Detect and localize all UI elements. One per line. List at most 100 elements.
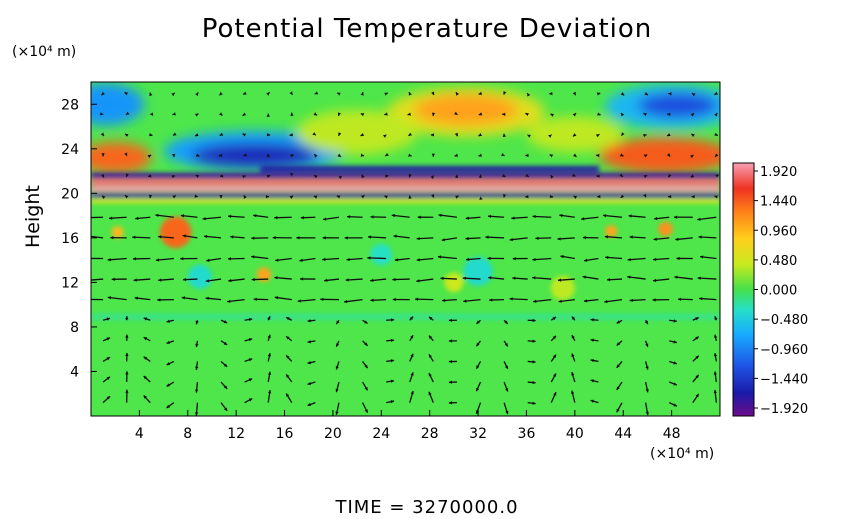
wind-vector-head bbox=[347, 215, 351, 219]
wind-vector-head bbox=[384, 195, 388, 199]
y-unit-label: (×10⁴ m) bbox=[12, 44, 77, 60]
wind-vector-head bbox=[410, 353, 414, 358]
colorbar-tick-label: 1.920 bbox=[760, 165, 797, 180]
wind-vector-head bbox=[202, 217, 206, 221]
wind-vector-head bbox=[166, 404, 171, 408]
wind-vector-head bbox=[431, 194, 435, 198]
wind-vector-head bbox=[410, 390, 414, 395]
wind-vector-head bbox=[266, 113, 270, 117]
wind-vector-head bbox=[134, 296, 138, 300]
wind-vector-head bbox=[266, 174, 271, 178]
wind-vector-head bbox=[125, 111, 130, 115]
wind-vector-head bbox=[107, 296, 112, 300]
wind-vector-head bbox=[415, 297, 419, 301]
wind-vector-head bbox=[382, 134, 387, 138]
wind-vector-head bbox=[505, 410, 509, 415]
y-tick-label: 12 bbox=[61, 275, 79, 291]
wind-vector-head bbox=[668, 173, 672, 178]
wind-vector-head bbox=[454, 132, 458, 137]
wind-vector-head bbox=[616, 364, 620, 368]
wind-vector-head bbox=[337, 112, 342, 116]
wind-vector-head bbox=[596, 174, 600, 178]
wind-vector-head bbox=[573, 153, 577, 157]
wind-vector-head bbox=[583, 258, 588, 262]
wind-vector-head bbox=[627, 275, 631, 279]
wind-vector-head bbox=[697, 217, 701, 221]
x-unit-label: (×10⁴ m) bbox=[650, 446, 715, 462]
wind-vector-head bbox=[597, 194, 601, 199]
wind-vector-head bbox=[87, 257, 90, 260]
wind-vector-head bbox=[290, 112, 294, 116]
wind-vector-head bbox=[132, 235, 136, 239]
wind-vector-head bbox=[242, 133, 247, 137]
wind-vector-head bbox=[172, 112, 176, 116]
colorbar-tick-label: −0.960 bbox=[760, 343, 808, 358]
y-axis-label: Height bbox=[22, 185, 44, 248]
wind-vector-head bbox=[360, 92, 364, 96]
wind-vector-head bbox=[274, 276, 278, 280]
wind-vector-head bbox=[314, 175, 318, 179]
wind-vector-head bbox=[503, 91, 507, 95]
y-tick-label: 4 bbox=[70, 364, 79, 380]
wind-vector-head bbox=[124, 152, 128, 157]
wind-vector-head bbox=[643, 175, 648, 179]
wind-vector-head bbox=[180, 257, 184, 261]
wind-vector-head bbox=[335, 411, 339, 415]
wind-vector bbox=[697, 216, 717, 221]
wind-vector-head bbox=[364, 320, 368, 324]
wind-vector-head bbox=[559, 213, 563, 218]
wind-vector-head bbox=[668, 194, 672, 199]
wind-vector-head bbox=[628, 214, 632, 218]
wind-vector-head bbox=[653, 237, 657, 241]
cyan-patch-32-13 bbox=[463, 256, 493, 286]
wind-vector-head bbox=[337, 153, 341, 157]
wind-vector-head bbox=[550, 175, 554, 179]
wind-vector-head bbox=[180, 214, 185, 218]
cold-anomaly-mid-core bbox=[191, 143, 318, 168]
wind-vector bbox=[367, 257, 387, 260]
cold-arc-band bbox=[260, 166, 600, 172]
wind-vector-head bbox=[621, 112, 625, 117]
wind-vector-head bbox=[171, 153, 176, 158]
wind-vector-head bbox=[289, 173, 294, 177]
wind-vector-head bbox=[390, 379, 395, 383]
wind-vector-head bbox=[182, 234, 186, 238]
wind-vector bbox=[485, 236, 505, 239]
wind-vector-head bbox=[431, 112, 436, 116]
yellow-patch-30-12 bbox=[444, 272, 464, 293]
x-axis-ticks: 4 8 12 16 20 24 28 32 36 40 44 48 bbox=[135, 410, 681, 442]
wind-vector-head bbox=[572, 91, 576, 96]
wind-vector-head bbox=[242, 175, 246, 179]
banded-layer bbox=[91, 166, 720, 321]
wind-vector-head bbox=[448, 359, 453, 364]
wind-vector-head bbox=[195, 133, 199, 137]
wind-vector-head bbox=[454, 174, 459, 179]
wind-vector-head bbox=[195, 175, 200, 179]
wind-vector-head bbox=[274, 296, 279, 300]
wind-vector-head bbox=[455, 195, 459, 199]
wind-vector-head bbox=[714, 91, 718, 95]
wind-vector-head bbox=[527, 93, 531, 97]
x-tick-label: 16 bbox=[276, 426, 294, 442]
wind-vector bbox=[107, 257, 127, 261]
wind-vector-head bbox=[573, 133, 577, 137]
wind-vector-head bbox=[109, 216, 113, 220]
wind-vector bbox=[155, 214, 174, 218]
x-tick-label: 36 bbox=[518, 426, 536, 442]
colorbar-ticks: 1.920 1.440 0.960 0.480 0.000 −0.480 −0.960 −1.… bbox=[754, 165, 808, 417]
wind-vector-head bbox=[384, 92, 388, 96]
wind-vector-head bbox=[322, 236, 326, 240]
wind-vector-head bbox=[125, 173, 129, 177]
wind-vector-head bbox=[525, 173, 529, 177]
wind-vector-head bbox=[286, 317, 290, 321]
wind-vector-head bbox=[242, 112, 247, 116]
wind-vector-head bbox=[286, 355, 290, 359]
wind-vector-head bbox=[166, 340, 171, 344]
wind-vector-head bbox=[125, 133, 129, 137]
wind-vector-head bbox=[674, 275, 678, 279]
wind-vector-head bbox=[478, 91, 483, 95]
wind-vector-head bbox=[643, 133, 647, 138]
warm-blob-2-16 bbox=[111, 226, 124, 239]
warm-blob-14-12 bbox=[256, 267, 272, 282]
wind-vector-head bbox=[430, 175, 434, 180]
